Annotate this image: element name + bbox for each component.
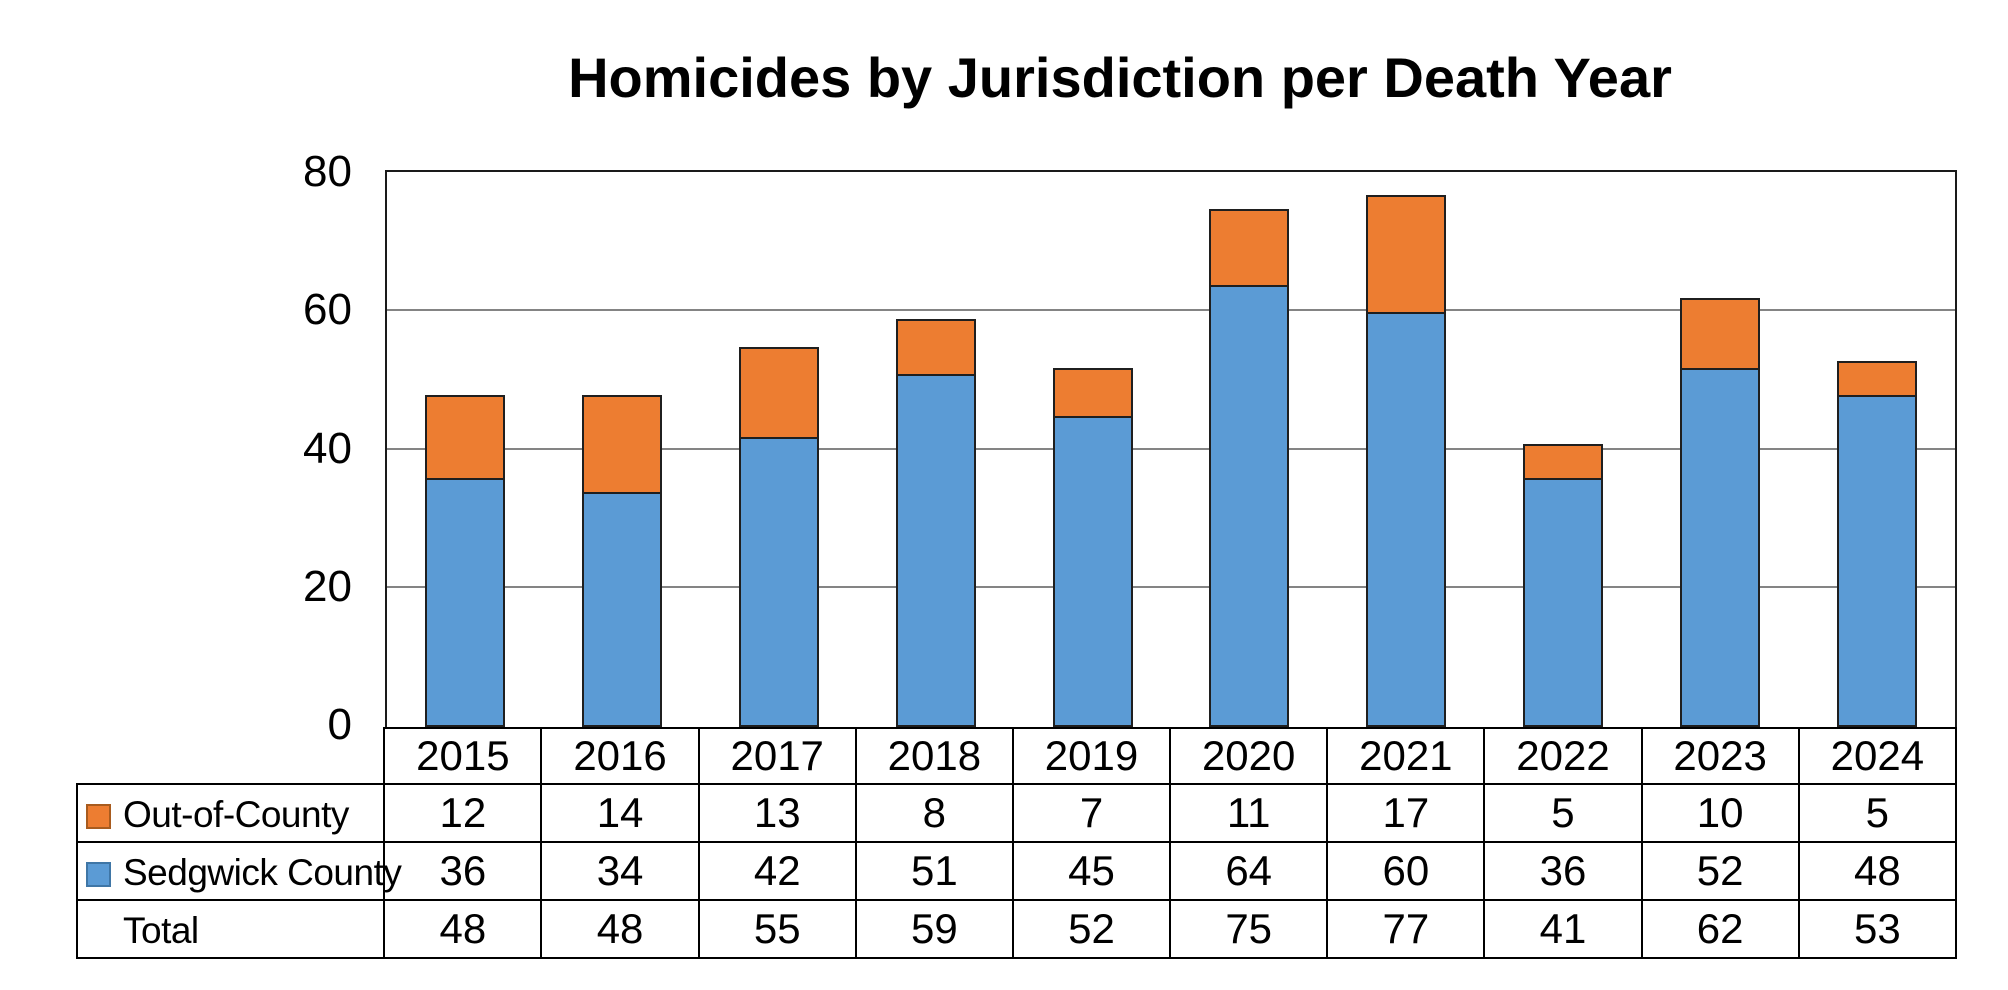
year-header-cell: 2021: [1326, 727, 1486, 785]
chart-data-table: 2015 2016 2017 2018 2019 2020 2021 2022 2023 2024…: [75, 727, 1958, 959]
bar-column-2015: [387, 172, 544, 727]
y-axis: 80 60 40 20 0: [212, 150, 352, 747]
bar-segment-out-of-county: [425, 395, 506, 481]
out-of-county-row: Out-of-County 12 14 13 8 7 11 17 5 10 5: [75, 783, 1958, 843]
bar-column-2016: [544, 172, 701, 727]
bar-segment-out-of-county: [1052, 367, 1133, 418]
out-of-county-value-cell: 14: [540, 783, 700, 843]
bar-segment-sedgwick-county: [425, 478, 506, 727]
out-of-county-value-cell: 13: [697, 783, 857, 843]
sedgwick-county-series-label: Sedgwick County: [123, 852, 402, 893]
legend-cell-total: Total: [75, 899, 386, 959]
bar-segment-out-of-county: [1209, 208, 1290, 287]
bar-segment-out-of-county: [1366, 194, 1447, 315]
sedgwick-county-value-cell: 36: [1483, 841, 1643, 901]
plot-area: [385, 170, 1957, 727]
sedgwick-county-value-cell: 60: [1326, 841, 1486, 901]
y-axis-tick-label: 40: [303, 423, 352, 473]
total-value-cell: 62: [1640, 899, 1800, 959]
out-of-county-value-cell: 7: [1011, 783, 1172, 843]
year-header-cell: 2023: [1640, 727, 1800, 785]
total-value-cell: 48: [383, 899, 543, 959]
total-row: Total 48 48 55 59 52 75 77 41 62 53: [75, 899, 1958, 959]
sedgwick-county-value-cell: 42: [697, 841, 857, 901]
year-header-cell: 2015: [383, 727, 543, 785]
bar-segment-sedgwick-county: [1836, 395, 1917, 727]
bar-segment-out-of-county: [738, 346, 819, 439]
sedgwick-county-value-cell: 52: [1640, 841, 1800, 901]
total-value-cell: 41: [1483, 899, 1643, 959]
total-value-cell: 52: [1011, 899, 1172, 959]
major-gridline: [387, 447, 1955, 450]
year-header-cell: 2016: [540, 727, 700, 785]
bar-segment-sedgwick-county: [1052, 415, 1133, 727]
bar-column-2023: [1641, 172, 1798, 727]
major-gridline: [387, 309, 1955, 312]
bar-segment-sedgwick-county: [895, 374, 976, 727]
y-axis-tick-label: 20: [303, 561, 352, 611]
out-of-county-value-cell: 5: [1483, 783, 1643, 843]
sedgwick-county-value-cell: 48: [1797, 841, 1958, 901]
total-value-cell: 77: [1326, 899, 1486, 959]
out-of-county-value-cell: 5: [1797, 783, 1958, 843]
bar-column-2022: [1485, 172, 1642, 727]
sedgwick-county-value-cell: 36: [383, 841, 543, 901]
bar-segment-sedgwick-county: [582, 491, 663, 727]
y-axis-tick-label: 0: [327, 700, 352, 749]
sedgwick-county-value-cell: 45: [1011, 841, 1172, 901]
bar-column-2021: [1328, 172, 1485, 727]
out-of-county-legend-swatch-icon: [86, 804, 111, 829]
major-gridline: [387, 585, 1955, 588]
year-header-cell: 2017: [697, 727, 857, 785]
y-axis-tick-label: 60: [303, 285, 352, 335]
bar-segment-sedgwick-county: [1209, 284, 1290, 727]
year-header-cell: 2024: [1797, 727, 1958, 785]
sedgwick-county-legend-swatch-icon: [86, 862, 111, 887]
legend-cell-out-of-county: Out-of-County: [75, 783, 386, 843]
bar-segment-out-of-county: [582, 395, 663, 494]
sedgwick-county-value-cell: 64: [1169, 841, 1329, 901]
bar-column-2024: [1798, 172, 1955, 727]
sedgwick-county-value-cell: 51: [854, 841, 1014, 901]
out-of-county-value-cell: 17: [1326, 783, 1486, 843]
year-header-cell: 2022: [1483, 727, 1643, 785]
bar-column-2019: [1014, 172, 1171, 727]
bar-segment-out-of-county: [1679, 298, 1760, 370]
total-value-cell: 59: [854, 899, 1014, 959]
bar-segment-sedgwick-county: [738, 436, 819, 727]
bar-column-2017: [701, 172, 858, 727]
year-header-row: 2015 2016 2017 2018 2019 2020 2021 2022 2023 2024: [77, 727, 1958, 785]
bar-segment-sedgwick-county: [1366, 312, 1447, 727]
total-value-cell: 53: [1797, 899, 1958, 959]
out-of-county-value-cell: 12: [383, 783, 543, 843]
year-header-cell: 2018: [854, 727, 1014, 785]
out-of-county-value-cell: 10: [1640, 783, 1800, 843]
sedgwick-county-value-cell: 34: [540, 841, 700, 901]
total-value-cell: 55: [697, 899, 857, 959]
bar-segment-out-of-county: [895, 319, 976, 377]
chart-title: Homicides by Jurisdiction per Death Year: [568, 46, 1672, 109]
bar-segment-out-of-county: [1836, 360, 1917, 398]
legend-cell-sedgwick-county: Sedgwick County: [75, 841, 402, 901]
year-header-cell: 2019: [1011, 727, 1172, 785]
table-corner-spacer: [77, 728, 384, 784]
out-of-county-series-label: Out-of-County: [123, 794, 349, 835]
bar-segment-sedgwick-county: [1522, 478, 1603, 727]
bar-column-2020: [1171, 172, 1328, 727]
bar-segment-out-of-county: [1522, 443, 1603, 481]
out-of-county-value-cell: 8: [854, 783, 1014, 843]
total-value-cell: 48: [540, 899, 700, 959]
total-value-cell: 75: [1169, 899, 1329, 959]
year-header-cell: 2020: [1169, 727, 1329, 785]
total-row-label: Total: [123, 910, 199, 951]
sedgwick-county-row: Sedgwick County 36 34 42 51 45 64 60 36 52 48: [75, 841, 1958, 901]
y-axis-tick-label: 80: [303, 147, 352, 196]
bar-segment-sedgwick-county: [1679, 367, 1760, 727]
out-of-county-value-cell: 11: [1169, 783, 1329, 843]
bar-column-2018: [857, 172, 1014, 727]
